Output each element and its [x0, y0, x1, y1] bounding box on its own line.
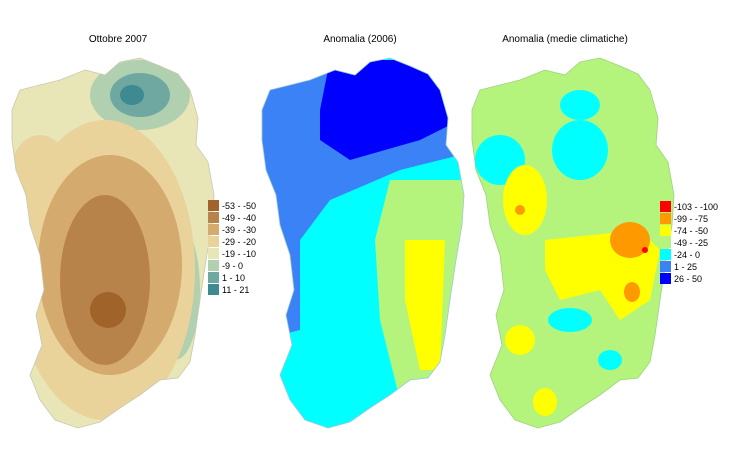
legend-swatch [660, 237, 671, 248]
legend-label: 1 - 10 [222, 273, 245, 283]
legend-swatch [208, 272, 219, 283]
legend-label: 26 - 50 [674, 274, 702, 284]
legend-swatch [208, 284, 219, 295]
legend-swatch [660, 249, 671, 260]
legend-label: -39 - -30 [222, 225, 256, 235]
legend-swatch [660, 225, 671, 236]
map-ottobre-2007: Ottobre 2007 [11, 34, 215, 429]
legend-label: -53 - -50 [222, 201, 256, 211]
legend-label: -19 - -10 [222, 249, 256, 259]
legend-label: -103 - -100 [674, 202, 718, 212]
legend-label: 1 - 25 [674, 262, 697, 272]
legend-swatch [660, 261, 671, 272]
legend-label: -99 - -75 [674, 214, 708, 224]
map-anomalia-2006: Anomalia (2006) [261, 34, 465, 429]
legend-ottobre-2007: -53 - -50 -49 - -40 -39 - -30 -29 - -20 -19 … [208, 200, 256, 295]
map-title: Anomalia (medie climatiche) [502, 34, 628, 45]
legend-label: 11 - 21 [222, 285, 249, 295]
legend-label: -49 - -40 [222, 213, 256, 223]
map-title: Anomalia (2006) [323, 34, 396, 45]
legend-anomalia-medie-climatiche: -103 - -100 -99 - -75 -74 - -50 -49 - -25 -2… [660, 201, 718, 284]
legend-swatch [660, 201, 671, 212]
legend-label: -24 - 0 [674, 250, 700, 260]
legend-swatch [208, 224, 219, 235]
map-title: Ottobre 2007 [89, 34, 148, 45]
legend-swatch [208, 260, 219, 271]
map-anomalia-medie-climatiche: Anomalia (medie climatiche) [471, 34, 675, 429]
legend-swatch [208, 212, 219, 223]
legend-swatch [208, 248, 219, 259]
legend-swatch [208, 236, 219, 247]
legend-label: -9 - 0 [222, 261, 243, 271]
legend-swatch [208, 200, 219, 211]
legend-label: -74 - -50 [674, 226, 708, 236]
legend-label: -29 - -20 [222, 237, 256, 247]
legend-swatch [660, 213, 671, 224]
legend-swatch [660, 273, 671, 284]
legend-label: -49 - -25 [674, 238, 708, 248]
